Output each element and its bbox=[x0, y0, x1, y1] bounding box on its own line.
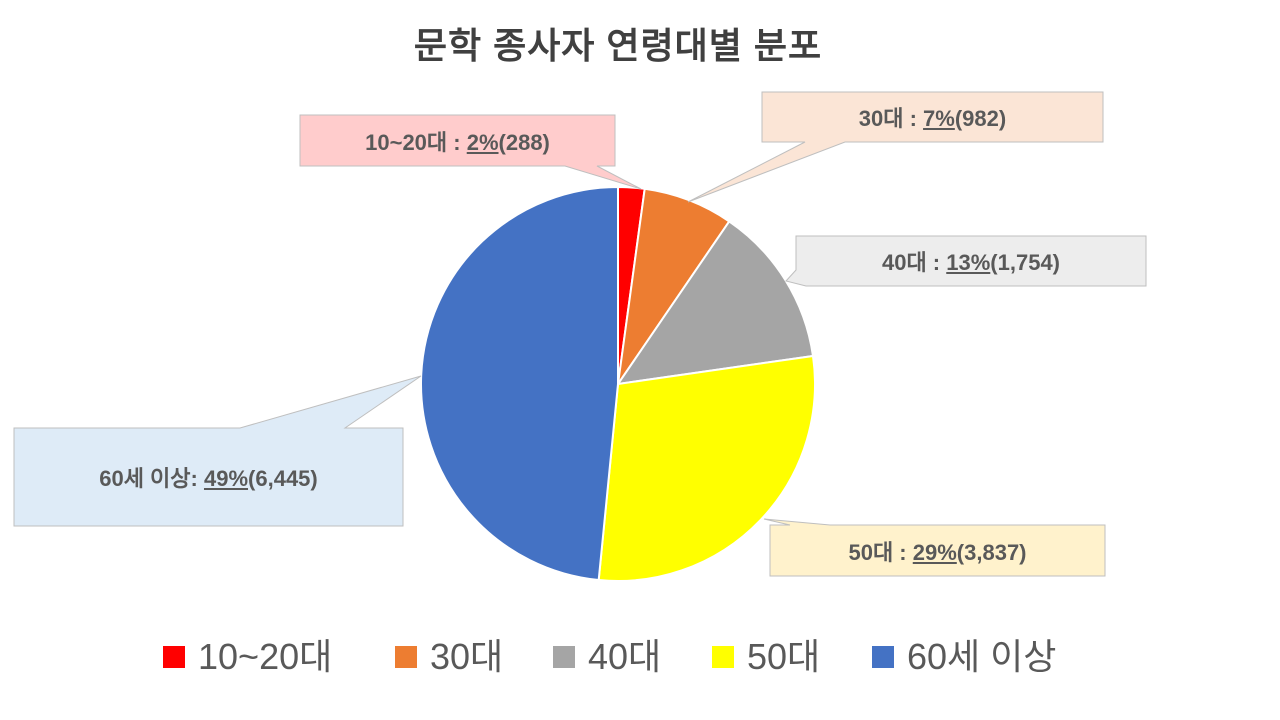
data-label-40s: 40대 : 13%(1,754) bbox=[796, 236, 1146, 286]
data-label-count: (982) bbox=[954, 106, 1007, 131]
callout-shape-30s bbox=[687, 91, 1104, 203]
legend-label: 40대 bbox=[588, 636, 662, 677]
legend-item-60-plus: 60세 이상 bbox=[872, 634, 1056, 680]
legend-item-40s: 40대 bbox=[553, 634, 661, 680]
data-label-count: (6,445) bbox=[248, 466, 318, 491]
callouts bbox=[13, 91, 1147, 577]
legend-item-30s: 30대 bbox=[395, 634, 503, 680]
data-label-10-20: 10~20대 : 2%(288) bbox=[300, 115, 615, 166]
legend-label: 10~20대 bbox=[198, 636, 333, 677]
chart-title: 문학 종사자 연령대별 분포 bbox=[413, 25, 823, 66]
data-label-count: (3,837) bbox=[956, 539, 1027, 565]
legend-swatch bbox=[395, 646, 417, 668]
legend-swatch bbox=[872, 646, 894, 668]
data-label-percent: 7% bbox=[923, 106, 955, 131]
legend-label: 50대 bbox=[747, 636, 821, 677]
callout-shape-60-plus bbox=[13, 375, 422, 527]
data-label-60-plus: 60세 이상: 49%(6,445) bbox=[14, 428, 403, 526]
callout-shape-50s bbox=[763, 518, 1106, 577]
legend-item-50s: 50대 bbox=[712, 634, 820, 680]
callout-shape-40s bbox=[785, 235, 1147, 287]
data-label-30s: 30대 : 7%(982) bbox=[762, 92, 1103, 142]
data-label-percent: 2% bbox=[466, 129, 499, 155]
data-label-category: 60세 이상: bbox=[99, 466, 204, 491]
data-label-percent: 49% bbox=[203, 466, 249, 491]
pie-slice-40s bbox=[617, 220, 814, 385]
legend-swatch bbox=[553, 646, 575, 668]
data-label-text: 50대 : 29%(3,837) bbox=[848, 535, 1026, 567]
pie-slices bbox=[420, 186, 816, 582]
data-label-category: 40대 : bbox=[881, 250, 947, 275]
pie-slice-60-plus bbox=[420, 186, 619, 582]
legend-item-10-20: 10~20대 bbox=[163, 634, 332, 680]
data-label-text: 40대 : 13%(1,754) bbox=[882, 245, 1060, 277]
data-label-percent: 13% bbox=[946, 250, 991, 275]
data-label-text: 60세 이상: 49%(6,445) bbox=[99, 461, 318, 493]
legend-label: 60세 이상 bbox=[907, 636, 1057, 677]
data-label-text: 30대 : 7%(982) bbox=[859, 101, 1006, 133]
data-label-count: (288) bbox=[498, 129, 550, 155]
legend-swatch bbox=[163, 646, 185, 668]
data-label-50s: 50대 : 29%(3,837) bbox=[770, 525, 1105, 576]
callout-shape-10-20 bbox=[299, 114, 642, 190]
data-label-category: 30대 : bbox=[858, 106, 924, 131]
data-label-percent: 29% bbox=[912, 539, 957, 565]
data-label-category: 50대 : bbox=[848, 539, 913, 565]
legend-label: 30대 bbox=[430, 636, 504, 677]
data-label-category: 10~20대 : bbox=[365, 129, 467, 155]
data-label-text: 10~20대 : 2%(288) bbox=[365, 125, 550, 157]
legend-swatch bbox=[712, 646, 734, 668]
data-label-count: (1,754) bbox=[990, 250, 1061, 275]
pie-slice-50s bbox=[597, 354, 816, 582]
